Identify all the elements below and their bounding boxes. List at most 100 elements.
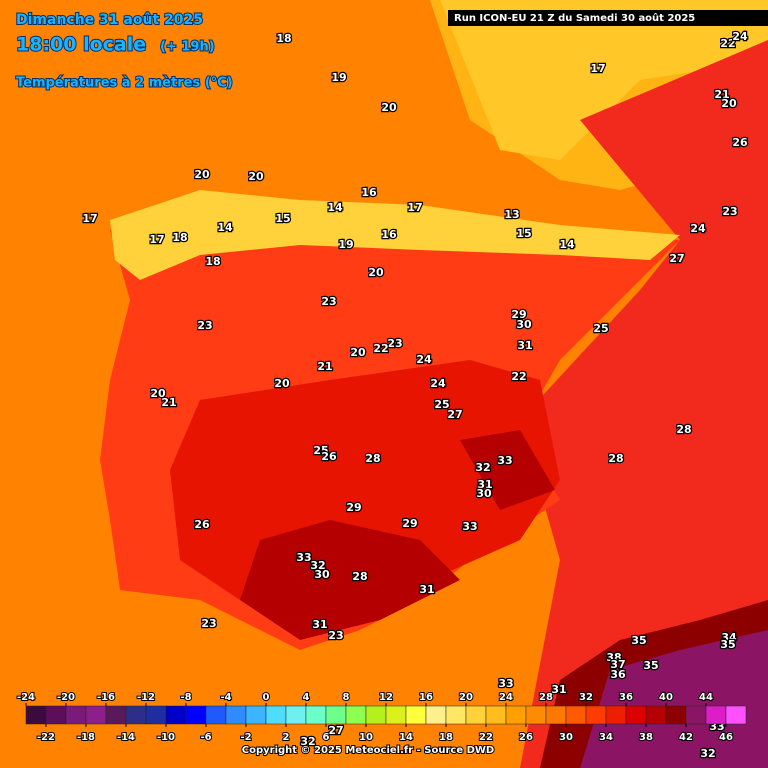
temp-label: 20 xyxy=(274,377,290,390)
temp-label: 28 xyxy=(676,423,691,436)
legend-label: 42 xyxy=(679,732,693,743)
legend-swatch xyxy=(105,705,127,725)
legend-swatch xyxy=(585,705,607,725)
africa-hot xyxy=(580,630,768,768)
legend-swatch xyxy=(725,705,747,725)
temp-label: 17 xyxy=(149,233,164,246)
legend-swatch xyxy=(545,705,567,725)
temp-label: 20 xyxy=(350,346,366,359)
temp-label: 20 xyxy=(368,266,384,279)
legend-label: -4 xyxy=(220,692,231,703)
legend-swatch xyxy=(205,705,227,725)
legend-swatch xyxy=(685,705,707,725)
legend-label: 30 xyxy=(559,732,573,743)
legend-swatch xyxy=(265,705,287,725)
legend-swatch xyxy=(405,705,427,725)
legend-label: 10 xyxy=(359,732,373,743)
temp-label: 14 xyxy=(559,238,575,251)
temp-label: 31 xyxy=(419,583,434,596)
legend-label: 36 xyxy=(619,692,633,703)
legend-swatch xyxy=(445,705,467,725)
temp-label: 13 xyxy=(504,208,519,221)
legend-label: 46 xyxy=(719,732,733,743)
temp-label: 32 xyxy=(300,735,315,748)
north-mountains xyxy=(110,190,680,280)
legend-label: 34 xyxy=(599,732,613,743)
legend-label: -6 xyxy=(200,732,211,743)
temp-label: 22 xyxy=(511,370,526,383)
temp-label: 20 xyxy=(194,168,210,181)
legend-swatch xyxy=(185,705,207,725)
legend-swatch xyxy=(505,705,527,725)
legend-label: -16 xyxy=(97,692,115,703)
run-bar xyxy=(448,10,768,26)
legend-label: 16 xyxy=(419,692,433,703)
run-info: Run ICON-EU 21 Z du Samedi 30 août 2025 xyxy=(454,12,695,24)
temp-label: 23 xyxy=(387,337,402,350)
legend-label: -12 xyxy=(137,692,155,703)
legend-swatch xyxy=(225,705,247,725)
temp-label: 16 xyxy=(361,186,377,199)
time: 18:00 locale xyxy=(16,34,146,56)
temp-label: 31 xyxy=(312,618,327,631)
legend-label: 32 xyxy=(579,692,593,703)
legend-swatch xyxy=(165,705,187,725)
temp-label: 15 xyxy=(516,227,531,240)
temp-label: 23 xyxy=(321,295,336,308)
legend-label: 6 xyxy=(323,732,330,743)
legend-label: -20 xyxy=(57,692,75,703)
legend-label: 26 xyxy=(519,732,533,743)
temp-label: 29 xyxy=(346,501,361,514)
legend-label: -24 xyxy=(17,692,35,703)
legend-swatch xyxy=(325,705,347,725)
legend-swatch xyxy=(665,705,687,725)
temp-label: 17 xyxy=(82,212,97,225)
temp-label: 35 xyxy=(720,638,735,651)
temp-label: 33 xyxy=(498,677,513,690)
temp-label: 34 xyxy=(721,631,737,644)
temp-label: 20 xyxy=(150,387,166,400)
temp-label: 32 xyxy=(700,747,715,760)
temp-label: 29 xyxy=(511,308,526,321)
legend-label: 38 xyxy=(639,732,653,743)
temp-label: 27 xyxy=(669,252,684,265)
temp-label: 26 xyxy=(321,450,337,463)
temp-label: 23 xyxy=(722,205,737,218)
temp-label: 24 xyxy=(416,353,432,366)
legend-label: -8 xyxy=(180,692,191,703)
temp-label: 28 xyxy=(352,570,367,583)
temp-label: 18 xyxy=(172,231,187,244)
temp-label: 31 xyxy=(517,339,532,352)
temp-label: 26 xyxy=(194,518,210,531)
temp-label: 18 xyxy=(276,32,291,45)
legend-label: 4 xyxy=(303,692,310,703)
legend-swatch xyxy=(385,705,407,725)
legend-swatch xyxy=(605,705,627,725)
legend-swatch xyxy=(645,705,667,725)
legend-label: 0 xyxy=(263,692,270,703)
temp-label: 30 xyxy=(314,568,330,581)
legend-swatch xyxy=(625,705,647,725)
legend-label: -18 xyxy=(77,732,95,743)
temp-label: 37 xyxy=(610,658,625,671)
legend-swatch xyxy=(305,705,327,725)
east-hot xyxy=(460,430,555,510)
legend-label: 40 xyxy=(659,692,673,703)
legend-swatch xyxy=(365,705,387,725)
temp-label: 32 xyxy=(475,461,490,474)
temp-label: 14 xyxy=(217,221,233,234)
legend-label: 8 xyxy=(343,692,350,703)
temp-label: 22 xyxy=(373,342,388,355)
temp-label: 26 xyxy=(732,136,748,149)
temp-label: 28 xyxy=(365,452,380,465)
legend-label: -10 xyxy=(157,732,175,743)
temp-label: 27 xyxy=(328,724,343,737)
temp-label: 30 xyxy=(476,487,492,500)
legend-swatch xyxy=(465,705,487,725)
legend-swatch xyxy=(525,705,547,725)
legend-label: 12 xyxy=(379,692,393,703)
temp-label: 31 xyxy=(551,683,566,696)
temp-label: 35 xyxy=(631,634,646,647)
temp-label: 24 xyxy=(732,30,748,43)
legend-swatch xyxy=(285,705,307,725)
